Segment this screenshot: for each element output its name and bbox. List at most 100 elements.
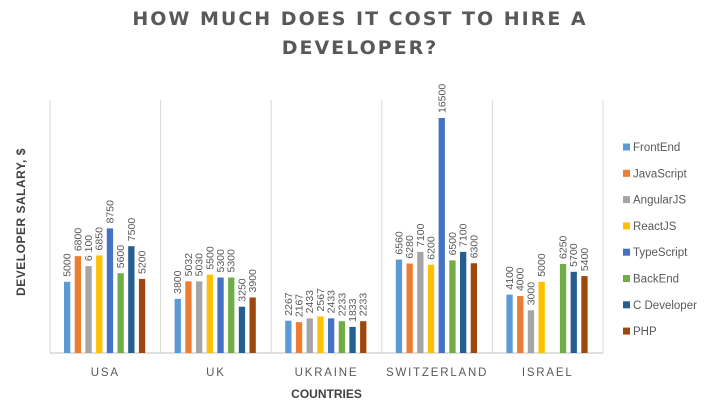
chart-title-line-1: HOW MUCH DOES IT COST TO HIRE A (132, 8, 588, 30)
data-label-c-developer: 7100 (458, 223, 470, 247)
bar-frontend (395, 259, 403, 353)
data-label-php: 6300 (468, 235, 480, 259)
bar-angularjs (527, 310, 535, 353)
bar-c-developer (460, 251, 467, 353)
legend-swatch-frontend (623, 143, 630, 151)
legend-swatch-angularjs (623, 196, 630, 204)
data-label-typescript: 2433 (326, 290, 338, 314)
data-label-c-developer: 7500 (126, 218, 138, 242)
bar-c-developer (238, 306, 246, 353)
legend-swatch-javascript (623, 169, 630, 177)
bar-reactjs (538, 281, 545, 353)
data-label-angularjs: 3000 (525, 282, 537, 306)
data-label-c-developer: 1833 (347, 298, 359, 322)
bar-backend (117, 273, 124, 353)
legend-label-c-developer: C Developer (633, 300, 697, 312)
data-label-frontend: 6560 (393, 231, 405, 255)
data-label-php: 5200 (137, 250, 149, 274)
x-tick-label: SWITZERLAND (386, 367, 488, 379)
y-axis-title: DEVELOPER SALARY, $ (14, 148, 28, 296)
x-tick-label: UKRAINE (295, 367, 359, 379)
legend-swatch-reactjs (623, 222, 630, 230)
data-label-reactjs: 5500 (204, 246, 216, 270)
data-label-php: 2233 (358, 293, 370, 317)
bar-backend (228, 277, 235, 353)
data-label-angularjs: 2433 (304, 290, 316, 314)
bar-angularjs (85, 266, 92, 353)
data-label-typescript: 16500 (436, 84, 448, 113)
data-label-backend: 6250 (558, 235, 570, 259)
bar-javascript (74, 256, 81, 353)
bar-angularjs (196, 281, 203, 353)
bar-javascript (185, 281, 192, 353)
data-label-javascript: 4000 (515, 268, 527, 292)
bar-php (581, 276, 588, 353)
bar-typescript (217, 277, 224, 353)
bar-c-developer (349, 326, 356, 353)
bar-php (249, 297, 256, 353)
data-label-php: 5400 (579, 248, 591, 272)
x-tick-label: UK (206, 367, 226, 379)
data-label-c-developer: 5700 (568, 243, 580, 267)
data-label-frontend: 5000 (62, 253, 74, 277)
bar-reactjs (427, 264, 435, 353)
legend-label-reactjs: ReactJS (633, 221, 677, 233)
bar-php (360, 321, 367, 353)
bar-typescript (328, 318, 335, 353)
bar-typescript (106, 228, 114, 353)
data-label-angularjs: 6 100 (83, 235, 95, 261)
legend-label-typescript: TypeScript (633, 247, 688, 259)
bar-backend (559, 263, 567, 353)
data-label-reactjs: 2567 (315, 288, 327, 312)
data-label-angularjs: 5030 (194, 253, 206, 277)
legend-label-backend: BackEnd (633, 274, 679, 286)
bar-javascript (295, 322, 303, 353)
x-tick-label: USA (91, 367, 120, 379)
bar-frontend (174, 298, 181, 353)
data-label-frontend: 2267 (283, 292, 295, 316)
x-tick-label: ISRAEL (522, 367, 574, 379)
legend-swatch-c-developer (623, 301, 630, 309)
bar-backend (449, 260, 456, 353)
data-label-reactjs: 5000 (536, 253, 548, 277)
bar-angularjs (417, 251, 424, 353)
data-label-reactjs: 6850 (94, 227, 106, 251)
data-label-typescript: 8750 (104, 200, 116, 224)
legend-swatch-typescript (623, 248, 630, 256)
bar-backend (338, 321, 345, 353)
bar-reactjs (317, 316, 324, 353)
bar-c-developer (570, 271, 577, 353)
legend-label-frontend: FrontEnd (633, 142, 680, 154)
data-label-backend: 5300 (226, 249, 238, 273)
bar-php (470, 263, 477, 353)
chart-title: HOW MUCH DOES IT COST TO HIRE A DEVELOPE… (60, 5, 660, 63)
data-label-backend: 2233 (336, 293, 348, 317)
bar-frontend (285, 320, 292, 353)
legend-label-php: PHP (633, 326, 657, 338)
legend-swatch-backend (623, 275, 630, 282)
data-label-backend: 5600 (115, 245, 127, 269)
data-label-php: 3900 (247, 269, 259, 293)
data-label-reactjs: 6200 (426, 236, 438, 260)
data-label-javascript: 6800 (72, 228, 84, 252)
data-label-frontend: 3800 (172, 270, 184, 294)
bar-javascript (517, 296, 524, 353)
legend-swatch-php (623, 327, 630, 335)
x-axis-title: COUNTRIES (291, 387, 362, 401)
bar-reactjs (96, 255, 103, 353)
data-label-javascript: 6280 (404, 235, 416, 259)
bar-reactjs (206, 274, 213, 353)
bar-frontend (64, 281, 71, 353)
data-label-typescript: 5300 (215, 249, 227, 273)
bar-frontend (506, 294, 513, 353)
data-label-c-developer: 3250 (236, 278, 248, 302)
data-label-javascript: 2167 (294, 294, 306, 318)
chart-title-line-2: DEVELOPER? (281, 37, 439, 59)
data-label-angularjs: 7100 (415, 223, 427, 247)
bar-typescript (438, 118, 445, 353)
bar-javascript (406, 263, 413, 353)
data-label-javascript: 5032 (183, 253, 195, 277)
bar-c-developer (128, 246, 135, 353)
